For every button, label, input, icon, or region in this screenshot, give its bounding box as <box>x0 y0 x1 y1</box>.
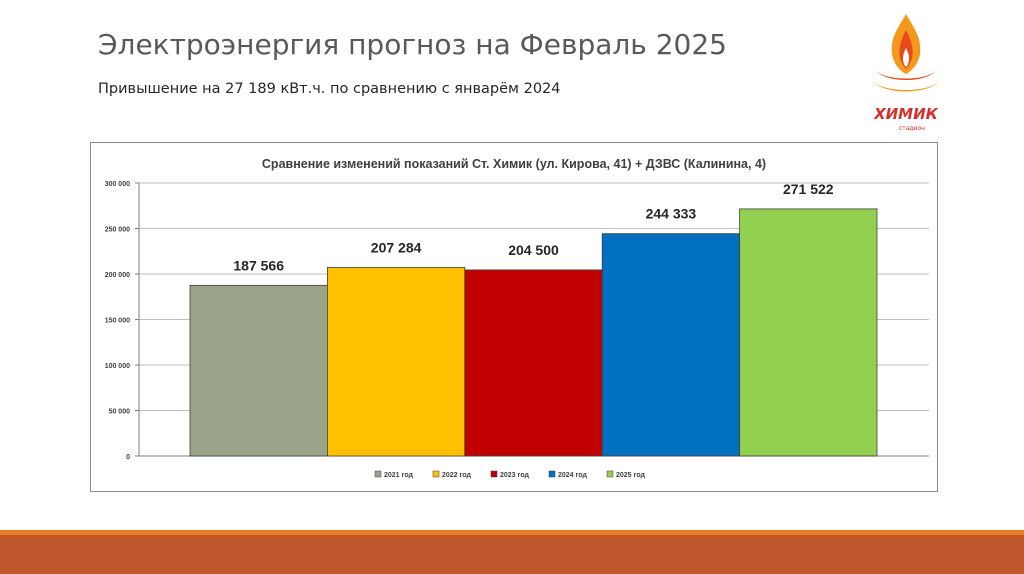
himik-stadium-logo: ХИМИК стадион <box>868 10 944 135</box>
legend-swatch <box>374 470 382 478</box>
y-tick-label: 200 000 <box>105 272 130 279</box>
data-label: 207 284 <box>371 239 422 255</box>
logo-subtext: стадион <box>899 125 925 132</box>
legend-item-label: 2024 год <box>558 472 588 479</box>
bottom-band <box>0 535 1024 574</box>
flame-logo-icon: ХИМИК стадион <box>870 14 942 132</box>
data-label: 271 522 <box>783 181 834 197</box>
bar-2023-год <box>464 269 603 457</box>
y-tick-label: 250 000 <box>105 227 130 234</box>
data-label: 204 500 <box>508 242 559 258</box>
data-label: 187 566 <box>233 257 284 273</box>
data-label: 244 333 <box>646 206 697 222</box>
legend-item-label: 2021 год <box>384 472 414 479</box>
bar-2025-год <box>739 208 878 457</box>
slide-title: Электроэнергия прогноз на Февраль 2025 <box>98 28 727 61</box>
legend-swatch <box>548 470 556 478</box>
y-tick-label: 150 000 <box>105 318 130 325</box>
bar-2021-год <box>189 284 328 457</box>
y-tick-label: 0 <box>126 454 130 461</box>
chart-frame: Сравнение изменений показаний Ст. Химик … <box>90 142 938 492</box>
y-tick-label: 100 000 <box>105 363 130 370</box>
logo-text: ХИМИК <box>873 105 939 123</box>
legend-item-label: 2025 год <box>616 472 646 479</box>
y-tick-label: 50 000 <box>109 409 131 416</box>
bottom-decor-bar <box>0 530 1024 574</box>
bar-2022-год <box>326 266 466 457</box>
legend-item-label: 2023 год <box>500 472 530 479</box>
chart-title: Сравнение изменений показаний Ст. Химик … <box>262 157 766 171</box>
legend-item-label: 2022 год <box>442 472 472 479</box>
legend-swatch <box>490 470 498 478</box>
legend-swatch <box>606 470 614 478</box>
bar-2024-год <box>601 233 741 457</box>
bottom-stripe <box>0 530 1024 535</box>
bar-chart: Сравнение изменений показаний Ст. Химик … <box>105 157 929 479</box>
slide-subtitle: Привышение на 27 189 кВт.ч. по сравнению… <box>98 81 561 97</box>
legend-swatch <box>432 470 440 478</box>
y-tick-label: 300 000 <box>105 181 130 188</box>
